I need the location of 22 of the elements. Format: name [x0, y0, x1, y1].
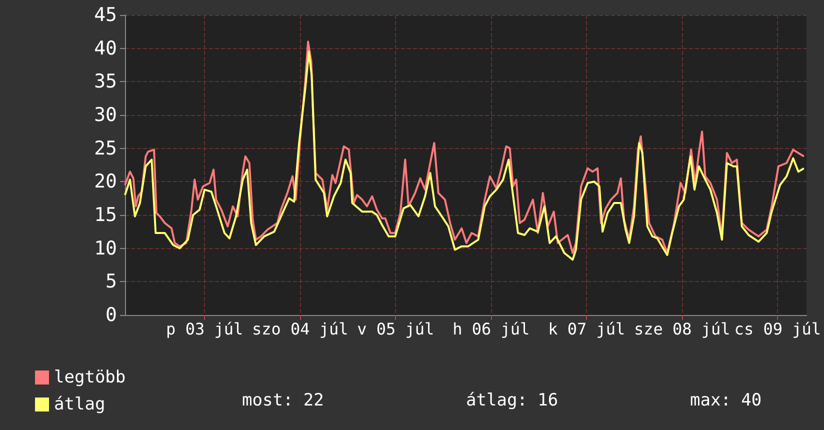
y-tick-label: 35	[94, 70, 117, 93]
x-tick-label: h 06 júl	[452, 320, 530, 338]
text: max: 40	[690, 390, 762, 410]
y-tick-label: 40	[94, 37, 117, 60]
x-tick-label: p 03 júl	[166, 320, 244, 338]
text: átlag: 16	[466, 390, 558, 410]
y-tick-label: 15	[94, 204, 117, 226]
y-tick-label: 0	[106, 304, 117, 326]
y-tick-label: 30	[94, 104, 117, 126]
x-tick-label: cs 09 júl	[734, 320, 822, 338]
y-tick-label: 20	[94, 170, 117, 193]
y-tick-label: 45	[94, 4, 117, 26]
y-tick-label: 5	[106, 270, 117, 293]
x-tick-label: k 07 júl	[548, 320, 626, 338]
y-tick-label: 25	[94, 137, 117, 160]
legend-label: átlag	[54, 394, 106, 414]
legend-label: legtöbb	[54, 368, 126, 388]
x-tick-label: v 05 júl	[357, 320, 434, 338]
y-tick-label: 10	[94, 237, 117, 260]
x-tick-label: sze 08 júl	[634, 320, 730, 338]
text: most: 22	[242, 390, 324, 410]
x-tick-label: szo 04 júl	[252, 320, 348, 338]
